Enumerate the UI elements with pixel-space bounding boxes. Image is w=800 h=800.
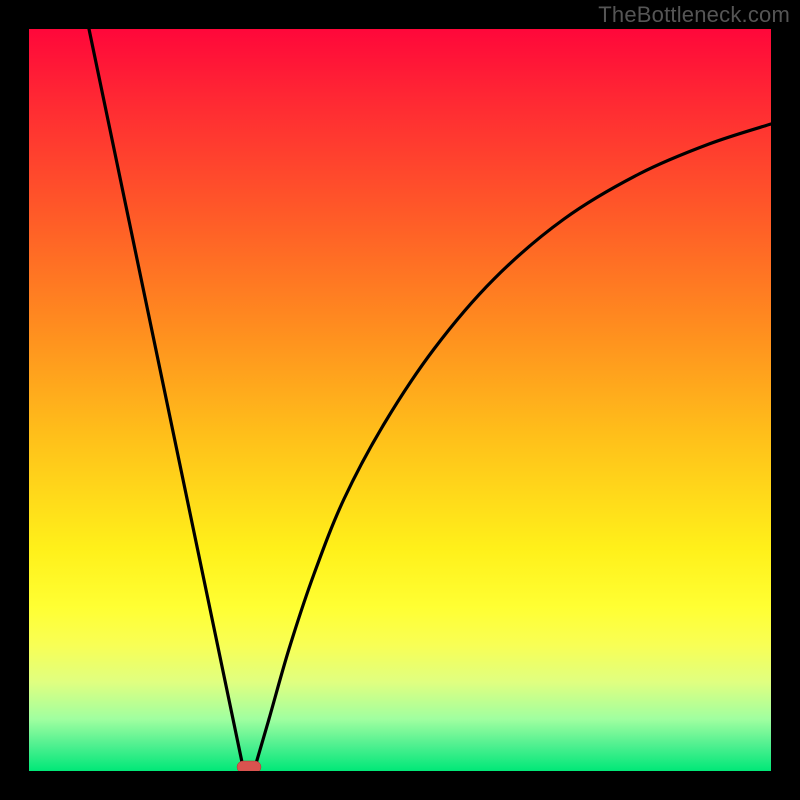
attribution-text: TheBottleneck.com <box>598 2 790 28</box>
bottleneck-chart <box>0 0 800 800</box>
chart-container: TheBottleneck.com <box>0 0 800 800</box>
